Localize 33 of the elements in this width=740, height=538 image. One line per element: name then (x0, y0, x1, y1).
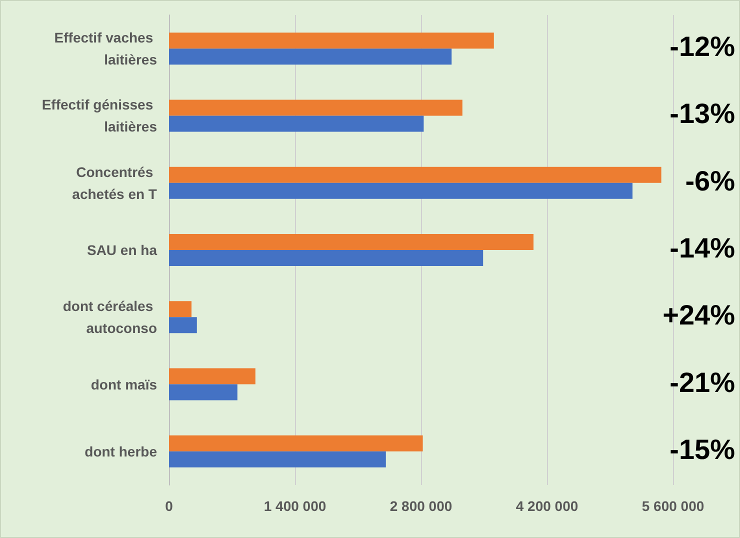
bar (169, 301, 192, 318)
bar (169, 250, 484, 266)
bar (169, 435, 423, 452)
x-tick-label: 0 (165, 498, 174, 514)
bar (169, 48, 452, 65)
x-tick-label: 4 200 000 (516, 498, 578, 514)
y-tick-label: SAU en ha (86, 242, 158, 258)
bar (169, 182, 632, 199)
bar (169, 166, 662, 183)
x-tick-label: 2 800 000 (390, 498, 452, 514)
bar (169, 368, 256, 384)
annotation: -15% (670, 434, 736, 465)
text: -6% (685, 165, 736, 196)
annotation: -21% (670, 366, 736, 398)
y-tick-label: Effectif génisses laitières (42, 96, 158, 135)
bar (169, 234, 534, 250)
y-tick-label: dont maïs (90, 376, 158, 392)
y-tick-label: dont céréales autoconso (62, 298, 157, 336)
annotation: +24% (662, 300, 736, 331)
annotation: -12% (670, 31, 736, 62)
bar (169, 384, 238, 400)
bar (169, 451, 386, 468)
x-tick-label: 1 400 000 (264, 498, 326, 514)
bar (169, 317, 197, 334)
annotation: -14% (670, 232, 736, 264)
annotation: -13% (670, 98, 736, 130)
y-tick-label: dont herbe (84, 443, 158, 460)
bar (169, 32, 494, 49)
x-tick-label: 5 600 000 (642, 498, 704, 514)
bar (169, 100, 462, 116)
y-tick-label: Concentrés achetés en T (72, 164, 158, 202)
y-tick-label: Effectif vaches laitières (54, 30, 158, 68)
bar (169, 116, 424, 132)
